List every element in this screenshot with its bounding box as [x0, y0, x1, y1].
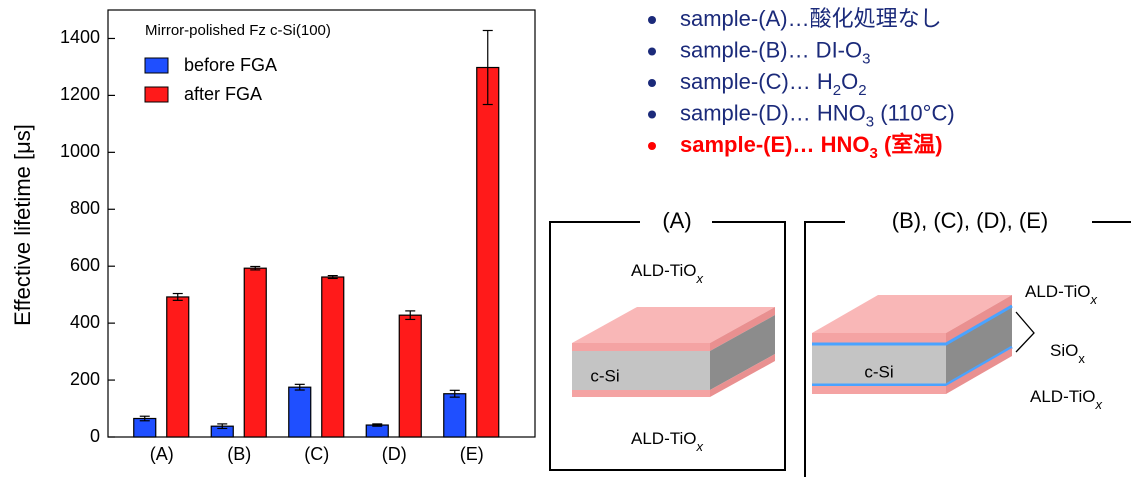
subscript: 2 — [833, 82, 841, 99]
layer-top-front — [812, 333, 946, 343]
layer-label: ALD-TiOx — [1025, 282, 1098, 306]
text-segment: (室温) — [878, 132, 943, 157]
bar — [399, 315, 421, 437]
subscript: 3 — [862, 51, 870, 68]
text-segment: sample-(A)…酸化処理なし — [680, 6, 942, 31]
legend-swatch — [145, 87, 168, 102]
layer-label: c-Si — [864, 362, 893, 381]
subscript: 3 — [866, 114, 874, 131]
y-tick-label: 200 — [70, 369, 100, 389]
text-segment: (110°C) — [874, 100, 955, 125]
bullet — [648, 48, 656, 56]
x-tick-label: (E) — [460, 444, 484, 464]
y-tick-label: 800 — [70, 198, 100, 218]
x-tick-label: (B) — [227, 444, 251, 464]
y-tick-label: 0 — [90, 426, 100, 446]
layer-label: ALD-TiOx — [631, 429, 704, 453]
legend-label: before FGA — [184, 55, 277, 75]
sample-item: sample-(E)… HNO3 (室温) — [680, 132, 943, 163]
bullet — [648, 79, 656, 87]
diagram-a: (A) ALD-TiOx c-Si ALD-TiOx — [550, 208, 785, 470]
text-segment: sample-(D)… HNO — [680, 100, 866, 125]
bar — [322, 277, 344, 437]
subscript: 3 — [869, 145, 877, 162]
text-segment: sample-(B)… DI-O — [680, 37, 862, 62]
bar — [444, 394, 466, 437]
bullet — [648, 142, 656, 150]
chart-annotation: Mirror-polished Fz c-Si(100) — [145, 22, 331, 39]
y-tick-label: 1400 — [60, 27, 100, 47]
sample-item: sample-(D)… HNO3 (110°C) — [680, 100, 955, 131]
y-tick-label: 1200 — [60, 84, 100, 104]
legend-label: after FGA — [184, 84, 262, 104]
x-tick-label: (C) — [304, 444, 329, 464]
sample-item: sample-(C)… H2O2 — [680, 69, 867, 100]
bar — [167, 297, 189, 437]
layer-label: ALD-TiOx — [631, 261, 704, 285]
bullet — [648, 111, 656, 119]
x-tick-label: (A) — [150, 444, 174, 464]
page: Mirror-polished Fz c-Si(100) Effective l… — [0, 0, 1131, 477]
layer-label: SiOx — [1050, 341, 1085, 365]
bar — [477, 68, 499, 437]
text-segment: sample-(C)… H — [680, 69, 833, 94]
bar — [244, 268, 266, 437]
sample-item: sample-(B)… DI-O3 — [680, 37, 870, 68]
bullet — [648, 16, 656, 24]
bracket — [1016, 312, 1034, 352]
layer-bottom-front — [572, 390, 710, 397]
text-segment: sample-(E)… HNO — [680, 132, 869, 157]
y-tick-label: 400 — [70, 312, 100, 332]
layer-top-front — [572, 343, 710, 351]
panel-title: (A) — [662, 208, 691, 233]
y-tick-label: 600 — [70, 255, 100, 275]
text-segment: O — [841, 69, 858, 94]
bar — [289, 387, 311, 437]
subscript: 2 — [858, 82, 866, 99]
bar — [366, 425, 388, 437]
y-axis-label: Effective lifetime [μs] — [10, 124, 35, 326]
diagram-b-e: (B), (C), (D), (E) ALD-TiOx SiOx c-Si AL… — [805, 208, 1131, 477]
sample-item: sample-(A)…酸化処理なし — [680, 6, 942, 31]
legend-swatch — [145, 58, 168, 73]
x-tick-label: (D) — [382, 444, 407, 464]
layer-label: c-Si — [590, 366, 619, 385]
y-tick-label: 1000 — [60, 141, 100, 161]
layer-bottom-front — [812, 386, 946, 394]
panel-title: (B), (C), (D), (E) — [892, 208, 1048, 233]
layer-label: ALD-TiOx — [1030, 387, 1103, 411]
